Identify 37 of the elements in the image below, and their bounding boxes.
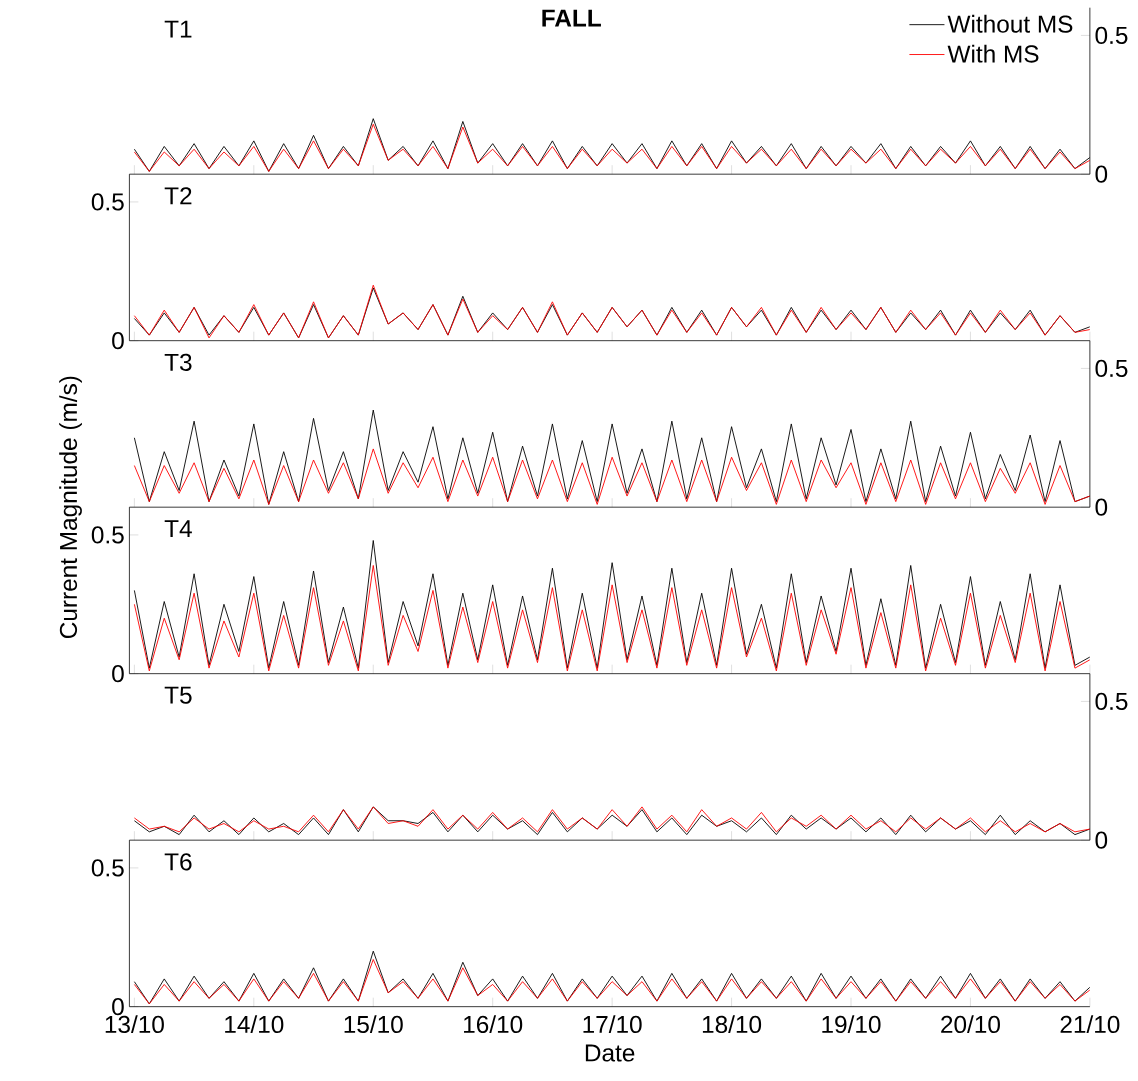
- x-tick-label: 13/10: [105, 1015, 164, 1034]
- y-tick-label: 0.5: [1095, 359, 1128, 378]
- y-tick-label: 0: [1095, 498, 1108, 516]
- annotation: T6: [164, 853, 192, 871]
- line-series: [133, 448, 1090, 505]
- y-tick-label: 0: [1095, 831, 1108, 849]
- line-series: [133, 950, 1090, 1005]
- y-tick-label: 0.5: [91, 859, 124, 877]
- x-tick-label: 18/10: [702, 1015, 762, 1034]
- y-tick-label: 0.5: [1095, 692, 1128, 711]
- x-tick-label: 14/10: [225, 1015, 284, 1034]
- chart-title: FALL: [542, 9, 601, 27]
- y-tick-label: 0: [112, 665, 124, 683]
- x-tick-label: 15/10: [344, 1015, 403, 1034]
- line-series: [133, 565, 1090, 672]
- y-axis-title: Current Magnitude (m/s): [59, 376, 82, 639]
- annotation: T2: [164, 187, 192, 205]
- y-tick-label: 0: [112, 332, 124, 350]
- line-series: [133, 959, 1090, 1005]
- y-tick-label: 0.5: [91, 526, 124, 544]
- y-tick-label: 0.5: [1095, 26, 1128, 45]
- x-tick-label: 16/10: [464, 1015, 523, 1034]
- annotation: T5: [164, 686, 192, 704]
- x-axis-title: Date: [585, 1044, 635, 1062]
- x-tick-label: 20/10: [941, 1015, 1000, 1034]
- x-tick-label: 17/10: [583, 1015, 642, 1034]
- y-tick-label: 0.5: [91, 193, 124, 211]
- y-tick-label: 0: [112, 998, 124, 1016]
- annotation: T4: [164, 520, 192, 538]
- x-tick-label: 21/10: [1060, 1015, 1120, 1034]
- y-tick-label: 0: [1095, 165, 1108, 183]
- annotation: T3: [164, 353, 192, 372]
- legend-label: Without MS: [947, 14, 1073, 33]
- annotation: T1: [164, 20, 192, 38]
- legend-label: With MS: [947, 44, 1039, 63]
- line-series: [133, 540, 1090, 669]
- x-tick-label: 19/10: [822, 1015, 881, 1034]
